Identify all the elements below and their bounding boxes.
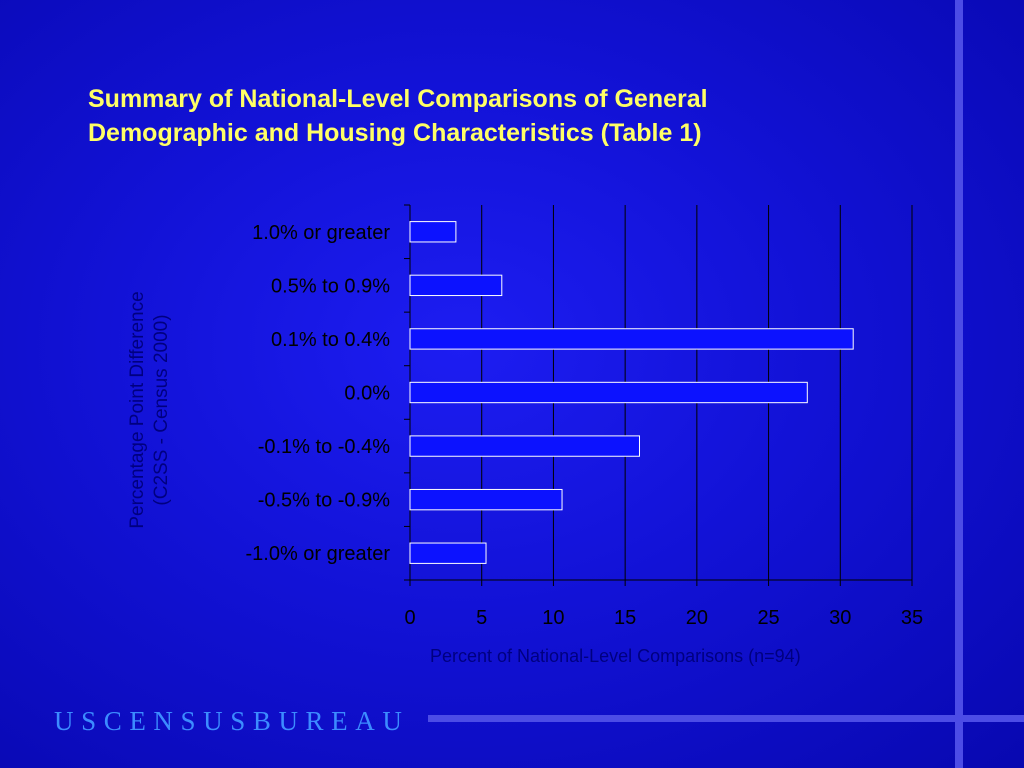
x-tick-label: 25 (757, 607, 779, 629)
bar (409, 435, 640, 457)
y-category-label: -1.0% or greater (245, 543, 390, 565)
y-axis-label: Percentage Point Difference (C2SS - Cens… (126, 291, 174, 528)
x-tick-label: 30 (829, 607, 851, 629)
x-tick-label: 0 (404, 607, 415, 629)
x-tick-label: 5 (476, 607, 487, 629)
y-axis-label-line-2: (C2SS - Census 2000) (151, 314, 172, 506)
bar (409, 381, 808, 404)
horizontal-accent-line (428, 715, 1024, 722)
x-axis-label: Percent of National-Level Comparisons (n… (430, 646, 801, 666)
x-tick-label: 20 (686, 607, 708, 629)
y-category-label: -0.1% to -0.4% (258, 436, 391, 458)
y-category-label: 0.5% to 0.9% (271, 275, 390, 297)
x-tick-label: 10 (542, 607, 564, 629)
bar (409, 221, 457, 243)
slide-title: Summary of National-Level Comparisons of… (88, 82, 908, 150)
x-tick-label: 35 (901, 607, 923, 629)
y-category-label: 0.1% to 0.4% (271, 329, 390, 351)
bar (409, 328, 854, 350)
census-bureau-logo: USCENSUSBUREAU (54, 706, 410, 736)
y-category-label: 0.0% (344, 383, 390, 405)
bar (409, 274, 503, 297)
bar (409, 542, 487, 564)
slide-title-line-1: Summary of National-Level Comparisons of… (88, 85, 708, 113)
y-axis-label-line-1: Percentage Point Difference (127, 291, 148, 529)
x-tick-label: 15 (614, 607, 636, 629)
slide-title-line-2: Demographic and Housing Characteristics … (88, 119, 702, 147)
vertical-accent-line (955, 0, 963, 768)
y-category-label: -0.5% to -0.9% (258, 490, 391, 512)
y-category-label: 1.0% or greater (252, 222, 390, 244)
bar (409, 488, 563, 511)
